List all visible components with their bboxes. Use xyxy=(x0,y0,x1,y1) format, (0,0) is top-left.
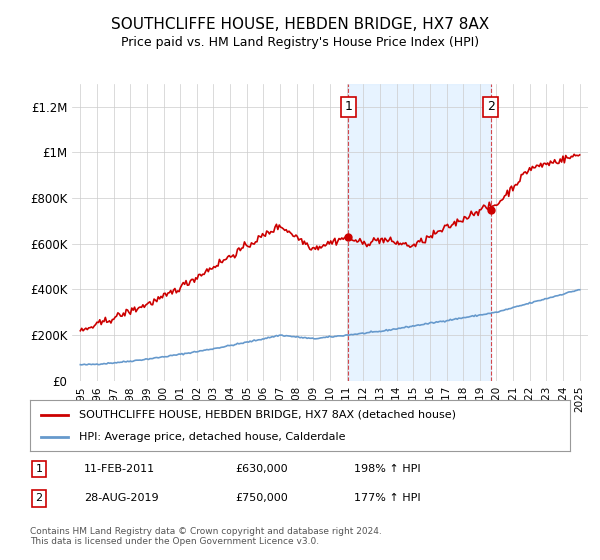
Text: SOUTHCLIFFE HOUSE, HEBDEN BRIDGE, HX7 8AX: SOUTHCLIFFE HOUSE, HEBDEN BRIDGE, HX7 8A… xyxy=(111,17,489,32)
Text: £750,000: £750,000 xyxy=(235,493,288,503)
Text: 2: 2 xyxy=(487,100,494,113)
Text: 1: 1 xyxy=(344,100,352,113)
Text: 28-AUG-2019: 28-AUG-2019 xyxy=(84,493,158,503)
Text: Contains HM Land Registry data © Crown copyright and database right 2024.
This d: Contains HM Land Registry data © Crown c… xyxy=(30,526,382,546)
Text: 2: 2 xyxy=(35,493,43,503)
Text: £630,000: £630,000 xyxy=(235,464,288,474)
Text: HPI: Average price, detached house, Calderdale: HPI: Average price, detached house, Cald… xyxy=(79,432,345,442)
Text: 177% ↑ HPI: 177% ↑ HPI xyxy=(354,493,421,503)
Text: 1: 1 xyxy=(35,464,43,474)
Text: 11-FEB-2011: 11-FEB-2011 xyxy=(84,464,155,474)
Bar xyxy=(349,84,491,381)
Text: SOUTHCLIFFE HOUSE, HEBDEN BRIDGE, HX7 8AX (detached house): SOUTHCLIFFE HOUSE, HEBDEN BRIDGE, HX7 8A… xyxy=(79,409,455,419)
Text: Price paid vs. HM Land Registry's House Price Index (HPI): Price paid vs. HM Land Registry's House … xyxy=(121,36,479,49)
Text: 198% ↑ HPI: 198% ↑ HPI xyxy=(354,464,421,474)
